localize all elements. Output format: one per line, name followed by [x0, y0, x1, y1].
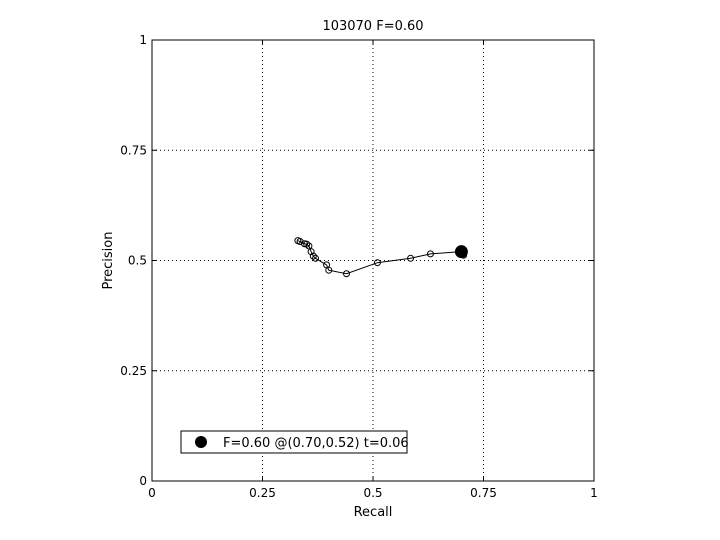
x-tick-label: 0.5	[363, 486, 382, 500]
data-point	[426, 250, 434, 258]
legend: F=0.60 @(0.70,0.52) t=0.06	[180, 430, 409, 454]
y-tick-label: 0.25	[120, 364, 147, 378]
y-tick-label: 0	[139, 474, 147, 488]
y-axis-label: Precision	[101, 231, 116, 289]
series	[294, 237, 468, 278]
y-tick-label: 1	[139, 33, 147, 47]
data-point	[307, 248, 315, 256]
data-point	[407, 254, 415, 262]
legend-text: F=0.60 @(0.70,0.52) t=0.06	[223, 436, 409, 451]
data-point	[296, 238, 304, 246]
legend-marker	[195, 436, 207, 448]
data-point	[309, 252, 317, 260]
chart-title: 103070 F=0.60	[322, 19, 423, 34]
x-axis-label: Recall	[354, 505, 393, 520]
x-tick-label: 1	[590, 486, 598, 500]
grid	[152, 40, 594, 481]
series-line	[297, 240, 465, 275]
ticks: 0 0.25 0.5 0.75 1 0 0.25 0.5 0.75 1	[120, 33, 598, 500]
data-point	[312, 254, 320, 262]
data-point	[325, 266, 333, 274]
x-tick-label: 0.25	[249, 486, 276, 500]
best-point-marker	[454, 245, 468, 259]
data-point	[303, 240, 311, 248]
y-tick-label: 0.5	[128, 254, 147, 268]
legend-box	[180, 430, 408, 454]
data-point	[373, 259, 381, 267]
x-tick-label: 0.75	[470, 486, 497, 500]
data-point	[342, 270, 350, 278]
x-tick-label: 0	[148, 486, 156, 500]
data-point	[305, 242, 313, 250]
y-tick-label: 0.75	[120, 143, 147, 157]
